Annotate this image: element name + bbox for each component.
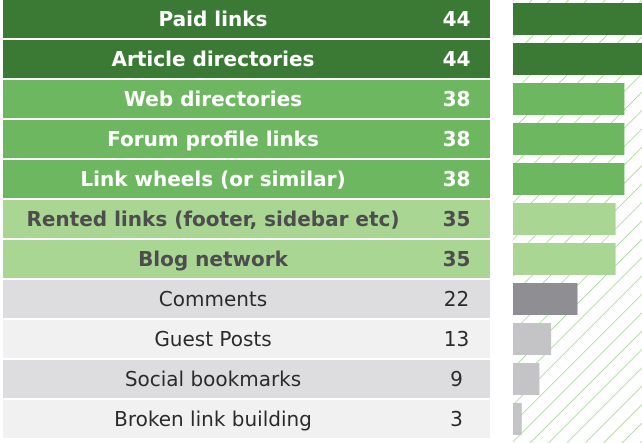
category-label: Forum profile links bbox=[3, 120, 423, 158]
bar bbox=[513, 163, 625, 195]
table-row: Blog network 35 bbox=[0, 240, 490, 278]
category-label: Web directories bbox=[3, 80, 423, 118]
bar bbox=[513, 3, 642, 35]
bar bbox=[513, 323, 552, 355]
category-label: Comments bbox=[3, 280, 423, 318]
value-label: 35 bbox=[423, 200, 490, 238]
table-row: Broken link building 3 bbox=[0, 400, 490, 438]
table-row: Forum profile links 38 bbox=[0, 120, 490, 158]
bar bbox=[513, 363, 540, 395]
value-label: 3 bbox=[423, 400, 490, 438]
value-label: 38 bbox=[423, 120, 490, 158]
bar bbox=[513, 403, 522, 435]
bar-chart bbox=[513, 0, 642, 443]
category-label: Paid links bbox=[3, 0, 423, 38]
category-label: Blog network bbox=[3, 240, 423, 278]
category-label: Broken link building bbox=[3, 400, 423, 438]
value-label: 35 bbox=[423, 240, 490, 278]
table-row: Comments 22 bbox=[0, 280, 490, 318]
bars-group bbox=[513, 3, 642, 435]
category-label: Rented links (footer, sidebar etc) bbox=[3, 200, 423, 238]
table-row: Rented links (footer, sidebar etc) 35 bbox=[0, 200, 490, 238]
value-label: 38 bbox=[423, 80, 490, 118]
value-label: 9 bbox=[423, 360, 490, 398]
category-label: Article directories bbox=[3, 40, 423, 78]
value-label: 13 bbox=[423, 320, 490, 358]
value-label: 44 bbox=[423, 40, 490, 78]
value-label: 22 bbox=[423, 280, 490, 318]
bar bbox=[513, 83, 625, 115]
category-label: Social bookmarks bbox=[3, 360, 423, 398]
category-label: Guest Posts bbox=[3, 320, 423, 358]
bar bbox=[513, 203, 616, 235]
value-label: 38 bbox=[423, 160, 490, 198]
table-row: Web directories 38 bbox=[0, 80, 490, 118]
value-label: 44 bbox=[423, 0, 490, 38]
bar bbox=[513, 243, 616, 275]
table-row: Guest Posts 13 bbox=[0, 320, 490, 358]
category-label: Link wheels (or similar) bbox=[3, 160, 423, 198]
table-row: Article directories 44 bbox=[0, 40, 490, 78]
table-row: Paid links 44 bbox=[0, 0, 490, 38]
bar bbox=[513, 283, 578, 315]
bar bbox=[513, 43, 642, 75]
table-row: Social bookmarks 9 bbox=[0, 360, 490, 398]
table-row: Link wheels (or similar) 38 bbox=[0, 160, 490, 198]
bar bbox=[513, 123, 625, 155]
